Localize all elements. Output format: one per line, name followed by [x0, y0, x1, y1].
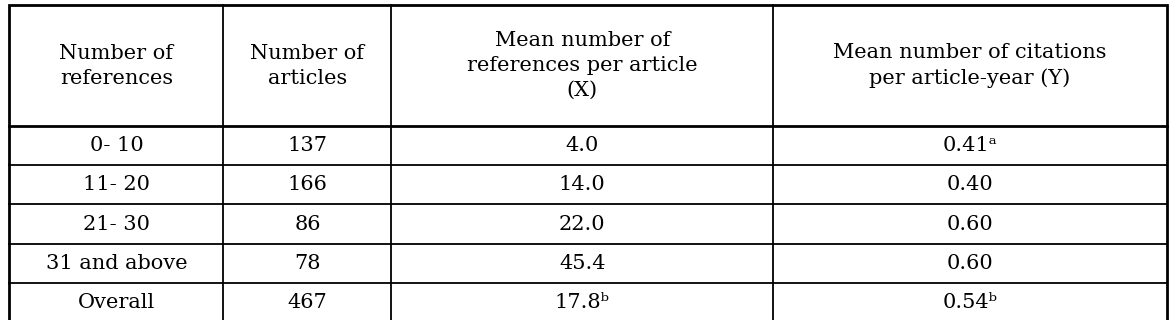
Text: 78: 78: [294, 253, 321, 273]
Text: 467: 467: [287, 292, 327, 312]
Text: 0.54ᵇ: 0.54ᵇ: [942, 292, 997, 312]
Text: Mean number of
references per article
(X): Mean number of references per article (X…: [467, 31, 697, 100]
Text: 166: 166: [287, 175, 327, 195]
Text: 86: 86: [294, 214, 321, 234]
Text: 17.8ᵇ: 17.8ᵇ: [555, 292, 609, 312]
Text: 11- 20: 11- 20: [83, 175, 151, 195]
Text: 0- 10: 0- 10: [89, 136, 143, 156]
Text: 4.0: 4.0: [566, 136, 599, 156]
Text: Number of
references: Number of references: [60, 44, 173, 88]
Text: 21- 30: 21- 30: [83, 214, 151, 234]
Text: 0.60: 0.60: [947, 214, 994, 234]
Text: 45.4: 45.4: [559, 253, 606, 273]
Text: 31 and above: 31 and above: [46, 253, 187, 273]
Text: 0.40: 0.40: [947, 175, 994, 195]
Text: Number of
articles: Number of articles: [250, 44, 365, 88]
Text: 0.41ᵃ: 0.41ᵃ: [942, 136, 997, 156]
Text: Overall: Overall: [78, 292, 155, 312]
Text: 0.60: 0.60: [947, 253, 994, 273]
Text: Mean number of citations
per article-year (Y): Mean number of citations per article-yea…: [833, 43, 1107, 88]
Text: 137: 137: [287, 136, 327, 156]
Text: 22.0: 22.0: [559, 214, 606, 234]
Text: 14.0: 14.0: [559, 175, 606, 195]
